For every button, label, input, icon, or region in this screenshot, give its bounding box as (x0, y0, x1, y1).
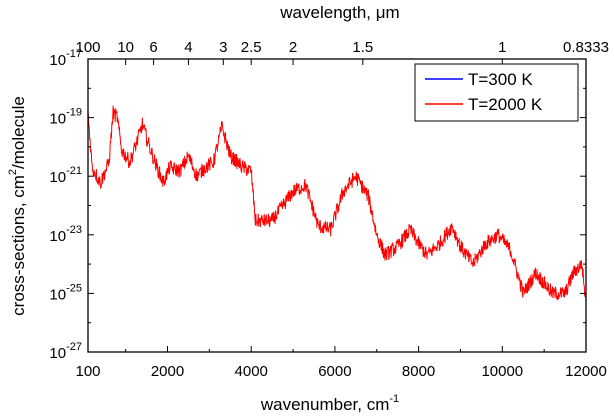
top-tick-label: 100 (75, 39, 100, 56)
top-tick-label: 1.5 (352, 39, 373, 56)
top-axis-ticks: 100 10 6 4 3 2.5 2 1.5 1 0.8333 (75, 39, 609, 65)
top-tick-label: 1 (498, 39, 506, 56)
series-t2000k-line (87, 105, 587, 303)
x-tick-label: 100 (75, 363, 100, 380)
top-tick-label: 6 (149, 39, 157, 56)
y-axis-ticks: 10-27 10-25 10-23 10-21 10-19 10-17 (49, 48, 586, 362)
x-tick-label: 10000 (481, 363, 523, 380)
legend-box (414, 63, 579, 122)
x-tick-label: 6000 (318, 363, 351, 380)
legend: T=300 K T=2000 K (414, 63, 579, 122)
x-axis-title: wavenumber, cm-1 (260, 393, 399, 414)
top-tick-label: 0.8333 (563, 39, 609, 56)
top-tick-label: 4 (184, 39, 192, 56)
y-tick-label: 10-23 (49, 224, 82, 245)
legend-label-t2000k: T=2000 K (468, 95, 543, 114)
y-tick-label: 10-27 (49, 341, 82, 362)
legend-label-t300k: T=300 K (468, 70, 533, 89)
y-tick-label: 10-21 (49, 165, 82, 186)
y-tick-label: 10-17 (49, 48, 82, 69)
y-axis-title: cross-sections, cm2/molecule (7, 96, 28, 316)
x-tick-label: 2000 (151, 363, 184, 380)
y-tick-label: 10-25 (49, 282, 82, 303)
x-axis-ticks: 100 2000 4000 6000 8000 10000 12000 (75, 346, 607, 380)
top-tick-label: 2 (289, 39, 297, 56)
top-tick-label: 2.5 (241, 39, 262, 56)
top-axis-title: wavelength, μm (279, 3, 399, 22)
series-t2000k (87, 105, 587, 303)
top-tick-label: 10 (117, 39, 134, 56)
x-tick-label: 12000 (565, 363, 607, 380)
y-tick-label: 10-19 (49, 107, 82, 128)
x-tick-label: 4000 (235, 363, 268, 380)
top-tick-label: 3 (219, 39, 227, 56)
x-tick-label: 8000 (402, 363, 435, 380)
